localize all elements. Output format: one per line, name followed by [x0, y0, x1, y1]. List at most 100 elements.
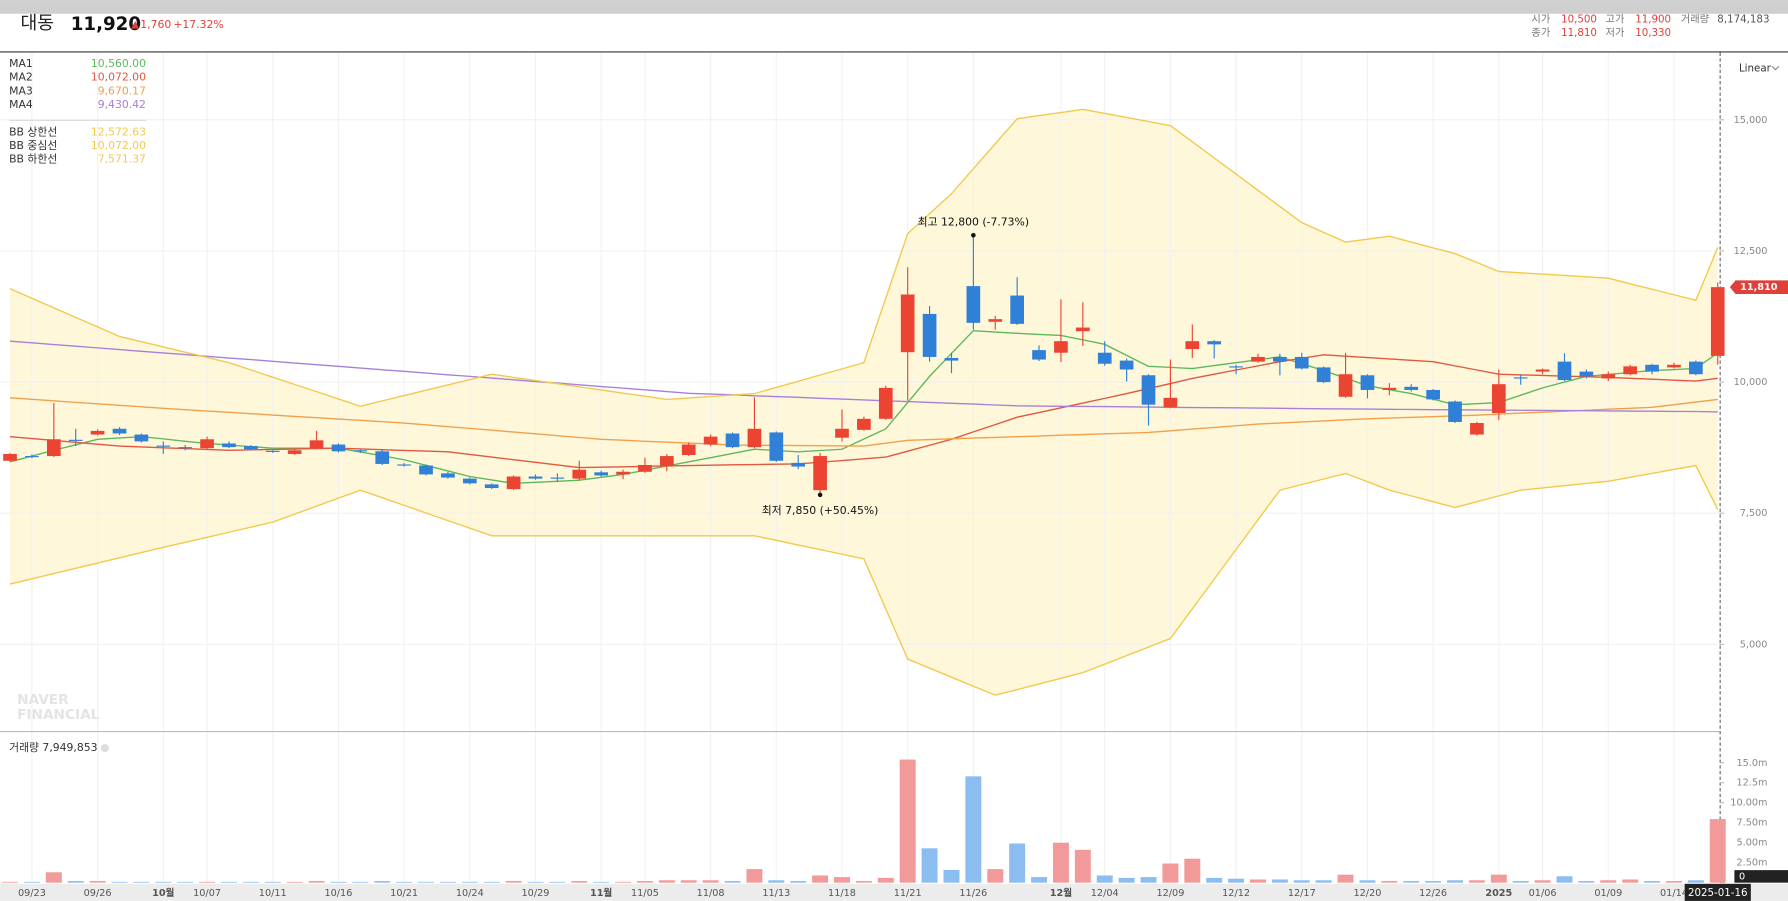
candle-body	[287, 450, 302, 454]
high-label: 고가	[1606, 13, 1625, 25]
volume-bar	[1052, 842, 1069, 883]
volume-bar	[2, 881, 19, 883]
last-price-label: 11,810	[1740, 282, 1778, 293]
candle-body	[813, 456, 827, 491]
volume-bar	[352, 881, 369, 883]
candle-body	[1010, 295, 1024, 324]
volume-bar	[1271, 879, 1288, 883]
legend-value: 12,572.63	[91, 125, 146, 138]
x-tick-label: 12/09	[1156, 888, 1184, 899]
x-tick-label: 11/08	[697, 888, 725, 899]
indicator-line	[9, 464, 1719, 696]
candle-body	[462, 478, 477, 484]
volume-value: 8,174,183	[1717, 13, 1769, 25]
close-icon[interactable]	[100, 744, 109, 753]
stock-name: 대동	[21, 13, 55, 34]
volume-bar	[133, 881, 150, 883]
volume-bar	[790, 881, 807, 883]
candle-body	[1185, 341, 1200, 350]
legend-value: 10,560.00	[91, 57, 146, 70]
volume-bar	[1074, 849, 1091, 883]
up-arrow	[131, 21, 140, 29]
y-tick-label: 15.0m	[1736, 758, 1767, 769]
candle-body	[375, 451, 390, 464]
volume-bar	[1556, 876, 1573, 883]
indicator-line	[9, 354, 1718, 469]
x-tick-label: 12/12	[1222, 888, 1250, 899]
candle-body	[900, 294, 915, 353]
date-axis-band	[0, 883, 1788, 901]
volume-bar	[177, 881, 194, 883]
volume-bar	[1031, 877, 1048, 883]
volume-bar	[1687, 880, 1704, 883]
volume-bar	[199, 881, 216, 883]
candle-body	[1294, 356, 1309, 369]
volume-bar	[987, 869, 1004, 883]
plot-layer	[0, 52, 1720, 883]
cursor-date: 2025-01-16	[1688, 887, 1748, 899]
candle-body	[419, 465, 433, 475]
candle-body	[1491, 384, 1506, 414]
candle-body	[594, 472, 609, 476]
candle-body	[1338, 374, 1353, 397]
volume-label: 거래량	[1681, 13, 1710, 25]
candle-body	[988, 319, 1003, 322]
candle-body	[1273, 356, 1287, 362]
y-tick-label: 10.00m	[1730, 798, 1767, 809]
candle-body	[638, 464, 652, 472]
watermark: FINANCIAL	[17, 707, 100, 723]
candle-body	[1710, 287, 1725, 356]
candle-body	[572, 469, 587, 479]
legend-name: BB 중심선	[9, 139, 57, 152]
x-tick-label: 01/09	[1594, 888, 1622, 899]
x-tick-label: 11/26	[959, 888, 987, 899]
volume-bar	[45, 872, 62, 883]
high-annotation: 최고 12,800 (-7.73%)	[918, 216, 1029, 229]
volume-bar	[658, 880, 675, 883]
volume-bar	[636, 881, 653, 883]
candle-body	[1470, 423, 1484, 435]
candle-body	[1579, 371, 1594, 377]
candle-body	[244, 446, 258, 450]
volume-bar	[549, 881, 566, 883]
candle-body	[1360, 375, 1375, 390]
candle-body	[1426, 389, 1440, 400]
x-tick-label: 2025	[1485, 888, 1512, 899]
volume-title: 거래량 7,949,853	[9, 741, 98, 754]
x-tick-label: 12/26	[1419, 888, 1447, 899]
y-tick-label: 7,500	[1740, 508, 1768, 519]
candle-body	[68, 439, 83, 441]
price-change: 1,760	[140, 18, 171, 31]
scale-caret[interactable]	[1771, 65, 1780, 71]
volume-bar	[1534, 880, 1551, 883]
x-tick-label: 12/17	[1288, 888, 1316, 899]
volume-bar	[1140, 877, 1157, 883]
candle-body	[331, 444, 346, 452]
volume-bar	[1447, 880, 1464, 883]
y-tick-label: 12.5m	[1736, 778, 1767, 789]
x-tick-label: 10/16	[324, 888, 352, 899]
volume-bar	[1425, 881, 1442, 883]
volume-bar	[1403, 881, 1420, 883]
candle-body	[200, 439, 214, 449]
volume-bar	[834, 877, 850, 883]
candle-body	[1251, 356, 1265, 362]
volume-bar	[1512, 881, 1529, 883]
cursor-value: 0	[1739, 871, 1745, 882]
x-tick-label: 10/07	[193, 888, 221, 899]
volume-bar	[483, 881, 500, 883]
candle-body	[1054, 341, 1068, 353]
volume-bar	[1622, 879, 1639, 883]
scale-toggle[interactable]: Linear	[1739, 62, 1772, 74]
candle-body	[1075, 327, 1090, 332]
volume-bar	[768, 880, 785, 883]
legend-value: 10,072.00	[91, 139, 146, 152]
volume-bar	[1665, 881, 1682, 883]
stock-price: 11,920	[71, 14, 141, 35]
candle-body	[1404, 386, 1419, 390]
volume-bar	[220, 881, 237, 883]
y-tick-label: 12,500	[1734, 246, 1768, 257]
candle-body	[1032, 350, 1046, 360]
